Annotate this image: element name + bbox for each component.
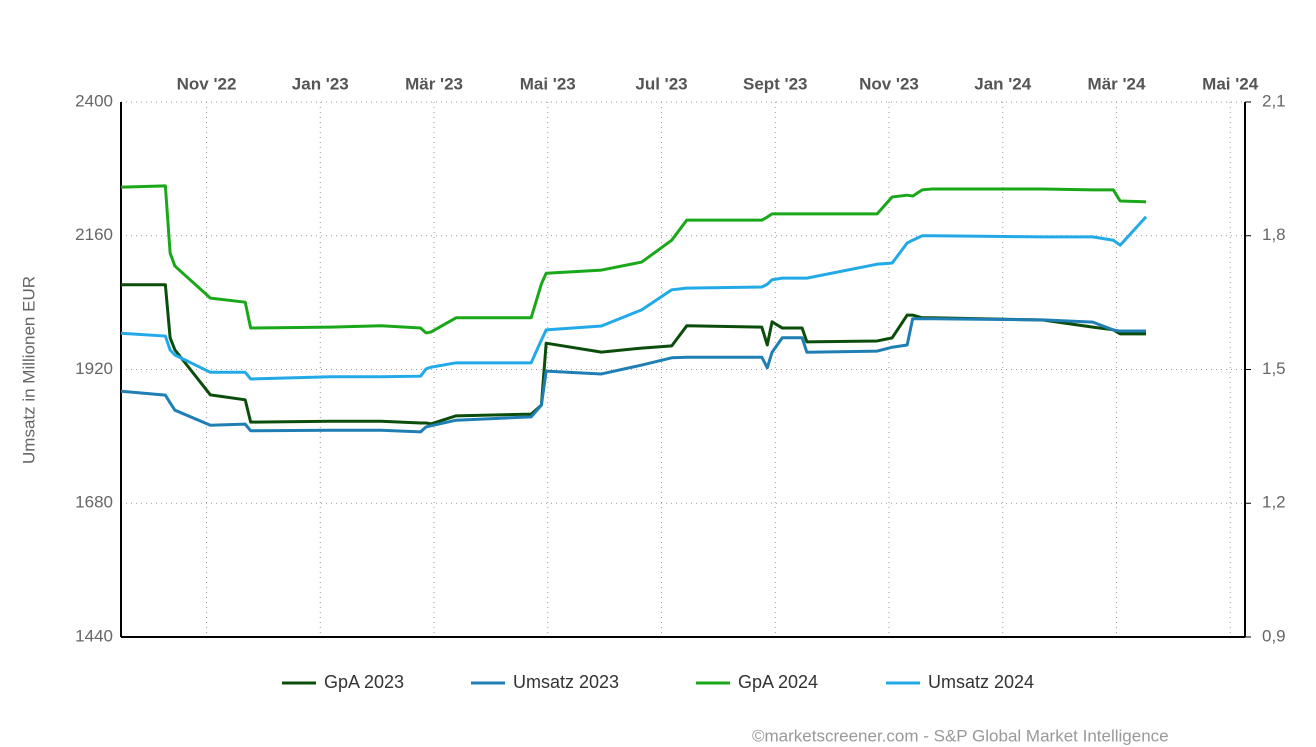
x-tick-label: Mai '24 [1202,74,1259,93]
y-tick-label: 2400 [75,91,113,110]
legend-label: Umsatz 2023 [513,672,619,692]
y2-tick-label: 1,2 [1262,493,1286,512]
legend-label: GpA 2024 [738,672,818,692]
source: ©marketscreener.com - S&P Global Market … [752,726,1169,745]
y2-tick-label: 1,5 [1262,359,1286,378]
legend-label: Umsatz 2024 [928,672,1034,692]
y2-tick-label: 1,8 [1262,225,1286,244]
x-tick-label: Sept '23 [743,74,808,93]
x-tick-label: Mär '23 [405,74,463,93]
series-line [120,317,1147,434]
x-tick-label: Jan '23 [292,74,349,93]
series-line [121,283,1147,426]
y2-tick-label: 2,1 [1262,91,1286,110]
x-tick-label: Nov '22 [177,74,237,93]
y-tick-label: 1680 [75,493,113,512]
y-tick-label: 1440 [75,626,113,645]
series-line [120,215,1148,381]
x-tick-label: Jan '24 [974,74,1032,93]
x-tick-label: Mai '23 [520,74,576,93]
x-tick-label: Mär '24 [1088,74,1146,93]
y-axis-title: Umsatz in Millionen EUR [19,276,38,464]
series-line [120,184,1147,335]
y-tick-label: 1920 [75,359,113,378]
x-tick-label: Jul '23 [635,74,687,93]
legend-label: GpA 2023 [324,672,404,692]
y-tick-label: 2160 [75,225,113,244]
x-tick-label: Nov '23 [859,74,919,93]
y2-tick-label: 0,9 [1262,626,1286,645]
